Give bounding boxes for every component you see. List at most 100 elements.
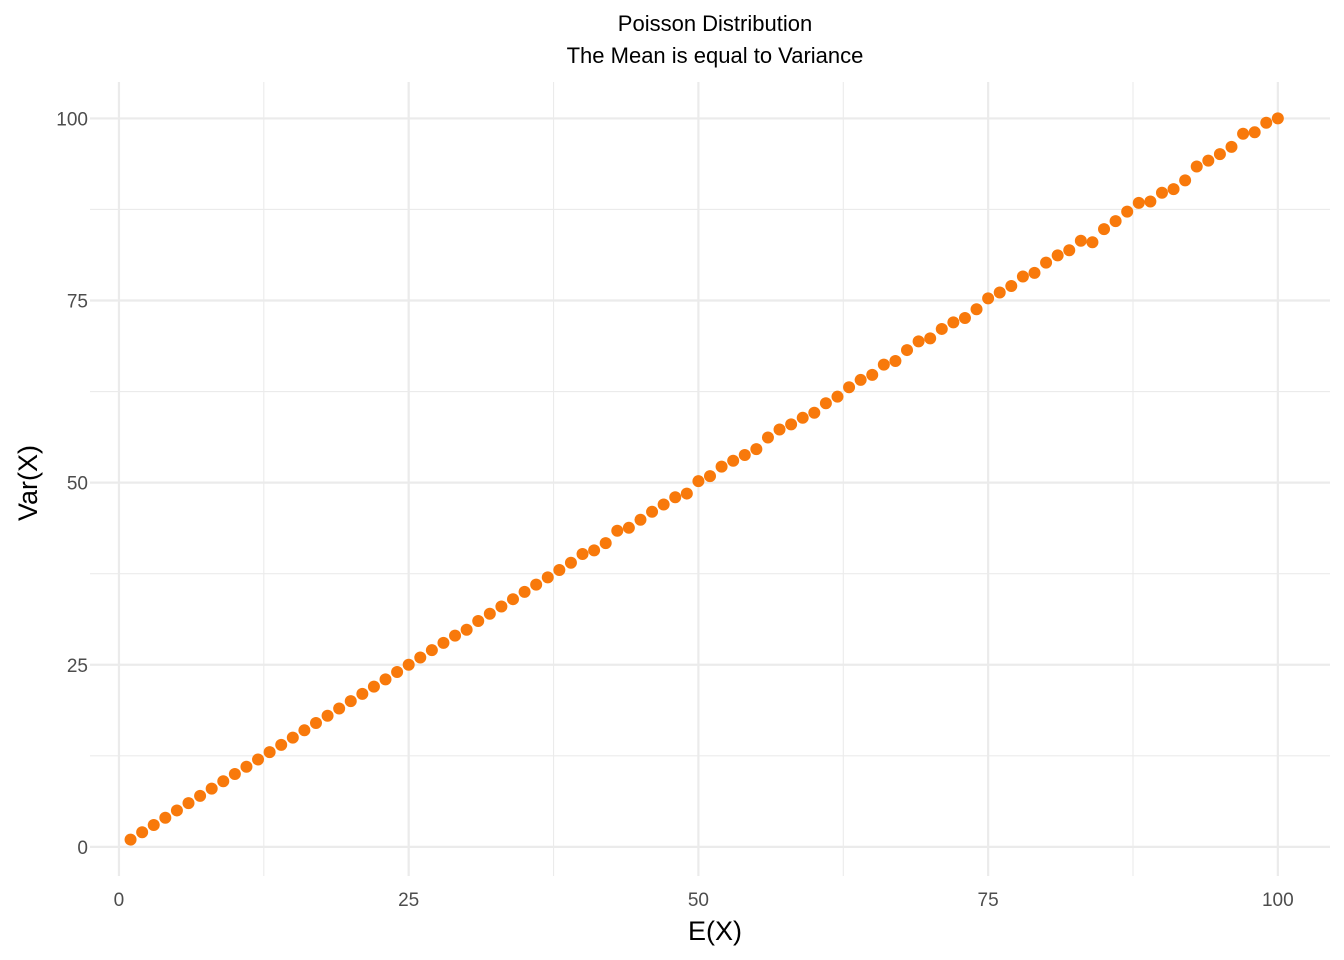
data-point xyxy=(634,513,647,526)
data-point xyxy=(901,344,914,357)
data-point xyxy=(1040,256,1053,269)
data-point xyxy=(530,578,543,591)
data-point xyxy=(1005,279,1018,292)
data-point xyxy=(275,738,288,751)
data-point xyxy=(958,312,971,325)
x-axis-ticks: 0 25 50 75 100 xyxy=(114,890,1294,911)
data-point xyxy=(564,556,577,569)
data-point xyxy=(217,775,230,788)
data-point xyxy=(553,564,566,577)
data-point xyxy=(321,709,334,722)
data-point xyxy=(472,615,485,628)
data-point xyxy=(1016,270,1029,283)
data-point xyxy=(425,644,438,657)
data-point xyxy=(1098,223,1111,236)
data-point xyxy=(1179,174,1192,187)
data-point xyxy=(646,505,659,518)
x-tick-label: 50 xyxy=(688,890,709,911)
data-point xyxy=(391,666,404,679)
data-point xyxy=(1063,244,1076,257)
data-point xyxy=(669,491,682,504)
data-point xyxy=(506,593,519,606)
data-point xyxy=(252,753,265,766)
data-point xyxy=(773,423,786,436)
data-point xyxy=(1167,183,1180,196)
data-point xyxy=(738,448,751,461)
data-point xyxy=(785,418,798,431)
y-tick-label: 25 xyxy=(67,656,88,677)
data-point xyxy=(240,760,253,773)
data-point xyxy=(541,571,554,584)
data-point xyxy=(715,460,728,473)
data-point xyxy=(1260,116,1273,129)
data-point xyxy=(796,411,809,424)
data-point xyxy=(1051,249,1064,262)
data-point xyxy=(611,524,624,537)
y-axis-title: Var(X) xyxy=(13,445,43,521)
data-point xyxy=(889,354,902,367)
data-point xyxy=(877,358,890,371)
x-tick-label: 25 xyxy=(398,890,419,911)
data-point xyxy=(808,406,821,419)
data-point xyxy=(1028,266,1041,279)
data-point xyxy=(993,286,1006,299)
data-point xyxy=(1109,215,1122,228)
y-tick-label: 75 xyxy=(67,292,88,313)
grid-lines xyxy=(90,82,1330,876)
data-point xyxy=(182,797,195,810)
data-point xyxy=(263,746,276,759)
data-point xyxy=(1074,234,1087,247)
data-point xyxy=(843,381,856,394)
data-point xyxy=(1202,154,1215,167)
data-point xyxy=(437,636,450,649)
data-point xyxy=(1248,126,1261,139)
data-point xyxy=(680,487,693,500)
data-point xyxy=(170,804,183,817)
data-point xyxy=(1132,196,1145,209)
data-point xyxy=(333,702,346,715)
data-points xyxy=(124,112,1284,846)
data-point xyxy=(136,826,149,839)
data-point xyxy=(147,819,160,832)
x-tick-label: 75 xyxy=(978,890,999,911)
data-point xyxy=(657,498,670,511)
chart-subtitle: The Mean is equal to Variance xyxy=(567,43,864,68)
y-tick-label: 0 xyxy=(77,838,88,859)
data-point xyxy=(854,373,867,386)
data-point xyxy=(228,768,241,781)
data-point xyxy=(912,335,925,348)
x-tick-label: 100 xyxy=(1262,890,1294,911)
data-point xyxy=(205,782,218,795)
data-point xyxy=(935,322,948,335)
data-point xyxy=(1213,148,1226,161)
y-tick-label: 100 xyxy=(56,109,88,130)
data-point xyxy=(924,332,937,345)
data-point xyxy=(1155,186,1168,199)
x-tick-label: 0 xyxy=(114,890,125,911)
data-point xyxy=(159,811,172,824)
data-point xyxy=(970,303,983,316)
data-point xyxy=(124,833,137,846)
data-point xyxy=(356,687,369,700)
data-point xyxy=(309,717,322,730)
data-point xyxy=(866,368,879,381)
y-tick-label: 50 xyxy=(67,474,88,495)
data-point xyxy=(1271,112,1284,125)
data-point xyxy=(449,629,462,642)
data-point xyxy=(1121,205,1134,218)
data-point xyxy=(588,544,601,557)
data-point xyxy=(414,651,427,664)
data-point xyxy=(576,548,589,561)
data-point xyxy=(298,724,311,737)
x-axis-title: E(X) xyxy=(688,916,742,946)
data-point xyxy=(1190,160,1203,173)
data-point xyxy=(367,680,380,693)
data-point xyxy=(344,695,357,708)
data-point xyxy=(704,470,716,483)
data-point xyxy=(819,397,832,410)
data-point xyxy=(750,443,763,456)
data-point xyxy=(761,431,774,444)
chart-title: Poisson Distribution xyxy=(618,11,812,36)
